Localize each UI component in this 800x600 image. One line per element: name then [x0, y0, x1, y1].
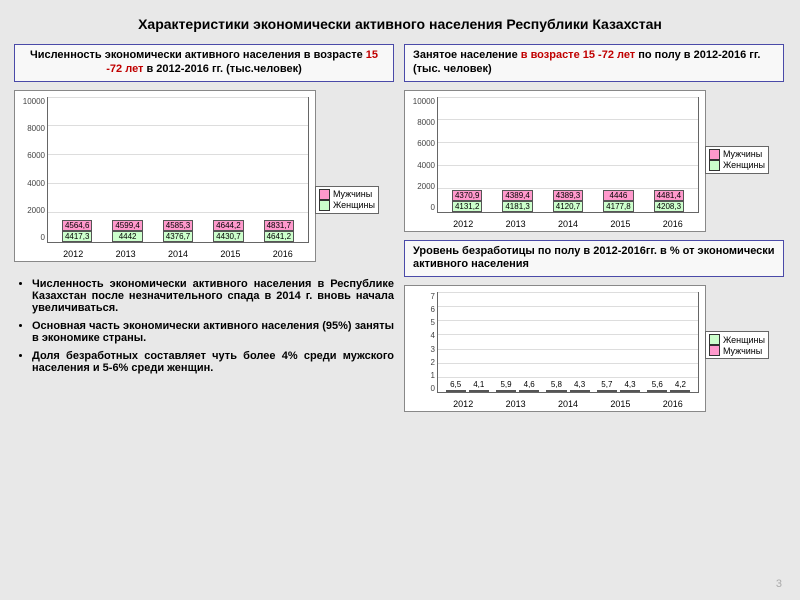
chart3: 012345676,54,15,94,65,84,35,74,35,64,220… — [404, 285, 706, 412]
bullet-list: Численность экономически активного насел… — [14, 278, 394, 380]
chart3-caption: Уровень безработицы по полу в 2012-2016г… — [404, 240, 784, 278]
chart2: 02000400060008000100004131,24370,94181,3… — [404, 90, 706, 232]
page-title: Характеристики экономически активного на… — [14, 16, 786, 32]
chart1: 02000400060008000100004417,34564,6444245… — [14, 90, 316, 262]
chart2-caption: Занятое население в возрасте 15 -72 лет … — [404, 44, 784, 82]
bullet: Основная часть экономически активного на… — [32, 320, 394, 344]
bullet: Численность экономически активного насел… — [32, 278, 394, 314]
chart1-caption: Численность экономически активного насел… — [14, 44, 394, 82]
bullet: Доля безработных составляет чуть более 4… — [32, 350, 394, 374]
page-number: 3 — [776, 578, 782, 590]
